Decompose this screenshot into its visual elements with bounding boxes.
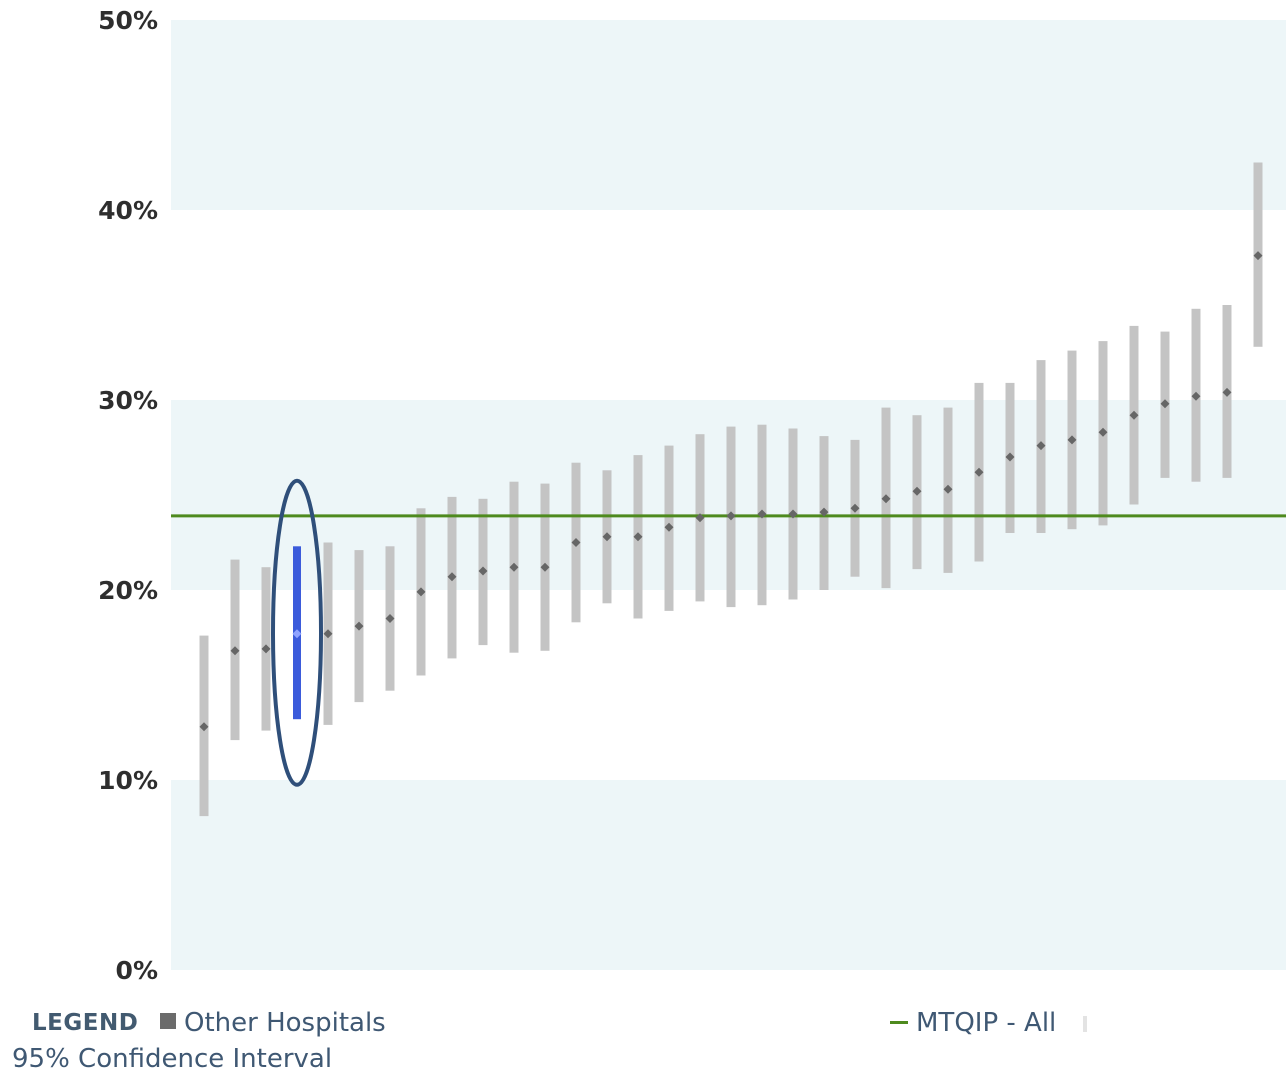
background-bands	[171, 20, 1286, 970]
background-band	[171, 210, 1286, 400]
data-point	[943, 484, 953, 494]
data-point	[602, 532, 612, 542]
data-point	[664, 522, 674, 532]
y-axis-tick-labels: 0% 10% 20% 30% 40% 50%	[98, 6, 158, 985]
data-point	[1191, 391, 1201, 401]
legend-item-reference: MTQIP - All	[890, 1008, 1087, 1038]
data-point	[385, 614, 395, 623]
data-points	[199, 251, 1263, 732]
data-point	[571, 538, 581, 547]
interval-marker-icon	[1082, 1016, 1087, 1032]
data-point	[478, 566, 488, 576]
data-point	[819, 507, 829, 517]
data-point	[1160, 399, 1170, 409]
data-point	[974, 467, 984, 477]
legend-item-confidence-interval: 95% Confidence Interval	[12, 1044, 332, 1074]
y-tick-label: 30%	[98, 386, 158, 415]
data-point	[1036, 441, 1046, 451]
data-point	[1005, 452, 1015, 462]
y-tick-label: 20%	[98, 576, 158, 605]
data-point	[354, 621, 364, 631]
data-point	[323, 629, 333, 639]
legend-label-confidence-interval: 95% Confidence Interval	[12, 1044, 333, 1074]
highlight-ellipse	[271, 478, 323, 787]
data-point	[726, 511, 736, 521]
background-band	[171, 590, 1286, 780]
data-point	[447, 572, 457, 582]
y-tick-label: 50%	[98, 6, 158, 35]
highlighted-point	[292, 629, 302, 639]
data-point	[757, 509, 767, 519]
data-point	[1129, 410, 1139, 420]
background-band	[171, 780, 1286, 970]
legend-label-reference: MTQIP - All	[916, 1008, 1057, 1038]
legend-label-other-hospitals: Other Hospitals	[184, 1008, 386, 1038]
y-tick-label: 0%	[116, 956, 158, 985]
data-point	[881, 494, 891, 504]
data-point	[261, 644, 271, 654]
data-point	[509, 562, 519, 572]
y-tick-label: 10%	[98, 766, 158, 795]
data-point	[850, 503, 860, 513]
highlight-group	[271, 478, 323, 787]
background-band	[171, 20, 1286, 210]
data-point	[912, 486, 922, 496]
data-point	[788, 509, 798, 519]
data-point	[540, 562, 550, 572]
data-point	[1098, 427, 1108, 437]
data-point	[199, 722, 209, 732]
y-tick-label: 40%	[98, 196, 158, 225]
legend-title: LEGEND	[32, 1010, 139, 1036]
data-point	[416, 587, 426, 597]
data-point	[633, 532, 643, 542]
line-marker-icon	[890, 1021, 908, 1024]
square-marker-icon	[160, 1013, 176, 1029]
data-point	[1222, 387, 1232, 397]
data-point	[230, 646, 240, 656]
data-point	[1253, 251, 1263, 261]
legend-item-other-hospitals: Other Hospitals	[160, 1008, 386, 1038]
data-point	[1067, 435, 1077, 445]
legend: LEGEND Other Hospitals MTQIP - All 95% C…	[0, 1000, 1286, 1077]
data-point	[695, 513, 705, 523]
ranked-interval-chart: 0% 10% 20% 30% 40% 50%	[98, 6, 1286, 985]
